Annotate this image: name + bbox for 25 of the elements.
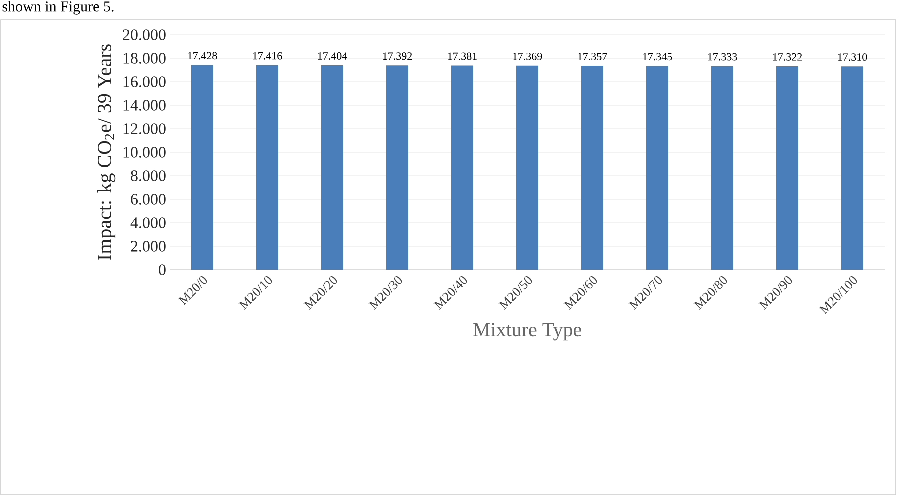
text: shown in Figure 5. xyxy=(2,1,114,15)
y-axis-title: Impact: kg CO$_{2}$e/ 39 Years xyxy=(97,44,116,260)
data-label: 17.428 xyxy=(188,52,218,60)
y-tick-label: 8.000 xyxy=(131,170,166,182)
data-label: 17.404 xyxy=(318,52,348,60)
y-tick-label: 10.000 xyxy=(124,147,166,158)
y-tick-label: 14.000 xyxy=(124,100,166,111)
data-label: 17.310 xyxy=(838,54,868,62)
y-tick-label: 6.000 xyxy=(131,194,166,205)
data-label: 17.369 xyxy=(513,52,542,60)
y-tick-label: 2.000 xyxy=(131,241,166,252)
y-tick-label: 18.000 xyxy=(124,53,166,64)
data-label: 17.333 xyxy=(708,53,738,61)
data-label: 17.345 xyxy=(643,53,672,61)
data-label: 17.392 xyxy=(383,52,412,60)
data-label: 17.357 xyxy=(578,53,608,61)
x-axis-title: Mixture Type xyxy=(474,323,582,341)
data-label: 17.381 xyxy=(448,52,477,60)
data-label: 17.416 xyxy=(253,52,282,60)
data-label: 17.322 xyxy=(773,54,802,61)
y-tick-label: 16.000 xyxy=(124,76,166,88)
y-tick-label: 0 xyxy=(159,264,166,276)
y-tick-label: 20.000 xyxy=(123,30,166,40)
y-tick-label: 4.000 xyxy=(130,218,166,228)
y-tick-label: 12.000 xyxy=(124,124,166,134)
